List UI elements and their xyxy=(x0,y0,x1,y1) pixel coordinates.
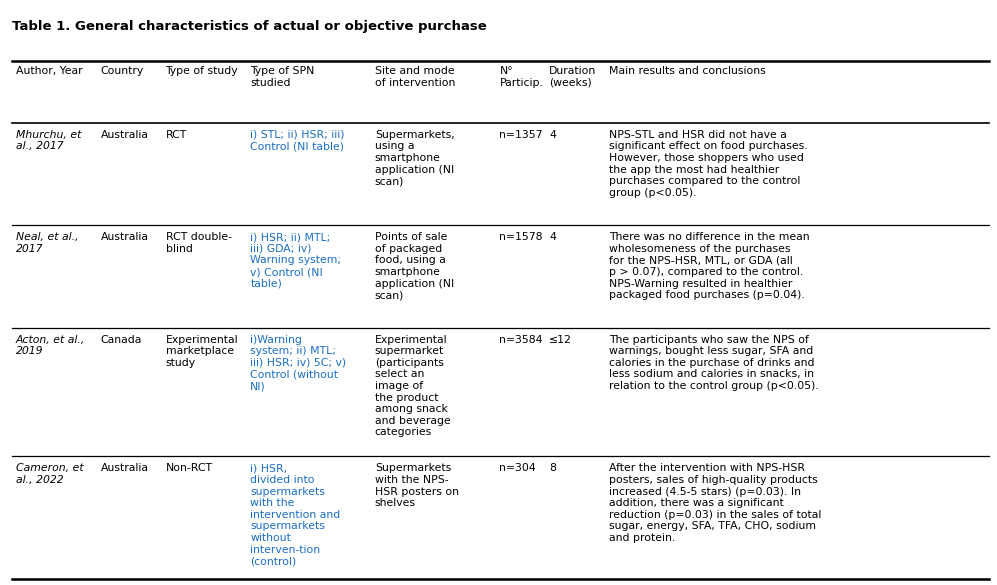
Text: n=1578: n=1578 xyxy=(499,232,543,242)
Text: Author, Year: Author, Year xyxy=(16,66,83,76)
Text: Supermarkets,
using a
smartphone
application (NI
scan): Supermarkets, using a smartphone applica… xyxy=(375,130,455,186)
Text: Table 1. General characteristics of actual or objective purchase: Table 1. General characteristics of actu… xyxy=(12,20,487,33)
Text: Non-RCT: Non-RCT xyxy=(166,463,212,473)
Text: i) STL; ii) HSR; iii)
Control (NI table): i) STL; ii) HSR; iii) Control (NI table) xyxy=(250,130,345,152)
Text: Experimental
supermarket
(participants
select an
image of
the product
among snac: Experimental supermarket (participants s… xyxy=(375,335,451,438)
Text: ≤12: ≤12 xyxy=(549,335,572,345)
Text: Type of study: Type of study xyxy=(166,66,238,76)
Text: 4: 4 xyxy=(549,232,556,242)
Text: The participants who saw the NPS of
warnings, bought less sugar, SFA and
calorie: The participants who saw the NPS of warn… xyxy=(609,335,819,391)
Text: There was no difference in the mean
wholesomeness of the purchases
for the NPS-H: There was no difference in the mean whol… xyxy=(609,232,810,300)
Text: Neal, et al.,
2017: Neal, et al., 2017 xyxy=(16,232,79,254)
Text: i) HSR; ii) MTL;
iii) GDA; iv)
Warning system;
v) Control (NI
table): i) HSR; ii) MTL; iii) GDA; iv) Warning s… xyxy=(250,232,341,288)
Text: N°
Particip.: N° Particip. xyxy=(499,66,543,88)
Text: Australia: Australia xyxy=(101,232,149,242)
Text: n=304: n=304 xyxy=(499,463,536,473)
Text: RCT: RCT xyxy=(166,130,186,140)
Text: Type of SPN
studied: Type of SPN studied xyxy=(250,66,315,88)
Text: n=3584: n=3584 xyxy=(499,335,543,345)
Text: Supermarkets
with the NPS-
HSR posters on
shelves: Supermarkets with the NPS- HSR posters o… xyxy=(375,463,459,508)
Text: Country: Country xyxy=(101,66,144,76)
Text: i)Warning
system; ii) MTL;
iii) HSR; iv) 5C; v)
Control (without
NI): i)Warning system; ii) MTL; iii) HSR; iv)… xyxy=(250,335,346,391)
Text: Mhurchu, et
al., 2017: Mhurchu, et al., 2017 xyxy=(16,130,82,152)
Text: RCT double-
blind: RCT double- blind xyxy=(166,232,231,254)
Text: Australia: Australia xyxy=(101,130,149,140)
Text: NPS-STL and HSR did not have a
significant effect on food purchases.
However, th: NPS-STL and HSR did not have a significa… xyxy=(609,130,808,198)
Text: n=1357: n=1357 xyxy=(499,130,543,140)
Text: Cameron, et
al., 2022: Cameron, et al., 2022 xyxy=(16,463,84,485)
Text: 8: 8 xyxy=(549,463,556,473)
Text: Main results and conclusions: Main results and conclusions xyxy=(609,66,766,76)
Text: Canada: Canada xyxy=(101,335,142,345)
Text: 4: 4 xyxy=(549,130,556,140)
Text: Experimental
marketplace
study: Experimental marketplace study xyxy=(166,335,238,368)
Text: i) HSR,
divided into
supermarkets
with the
intervention and
supermarkets
without: i) HSR, divided into supermarkets with t… xyxy=(250,463,341,566)
Text: Acton, et al.,
2019: Acton, et al., 2019 xyxy=(16,335,86,356)
Text: Duration
(weeks): Duration (weeks) xyxy=(549,66,596,88)
Text: After the intervention with NPS-HSR
posters, sales of high-quality products
incr: After the intervention with NPS-HSR post… xyxy=(609,463,822,543)
Text: Site and mode
of intervention: Site and mode of intervention xyxy=(375,66,456,88)
Text: Australia: Australia xyxy=(101,463,149,473)
Text: Points of sale
of packaged
food, using a
smartphone
application (NI
scan): Points of sale of packaged food, using a… xyxy=(375,232,454,300)
